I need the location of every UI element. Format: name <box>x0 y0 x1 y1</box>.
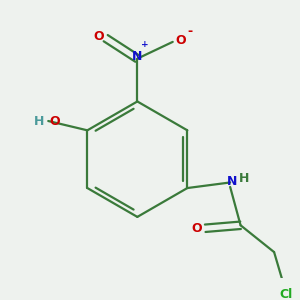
Text: N: N <box>227 175 237 188</box>
Text: H: H <box>34 115 44 128</box>
Text: Cl: Cl <box>280 288 293 300</box>
Text: O: O <box>176 34 186 46</box>
Text: O: O <box>93 30 104 43</box>
Text: O: O <box>49 115 60 128</box>
Text: H: H <box>239 172 250 185</box>
Text: N: N <box>132 50 142 63</box>
Text: +: + <box>141 40 148 49</box>
Text: O: O <box>192 222 202 235</box>
Text: -: - <box>188 25 193 38</box>
